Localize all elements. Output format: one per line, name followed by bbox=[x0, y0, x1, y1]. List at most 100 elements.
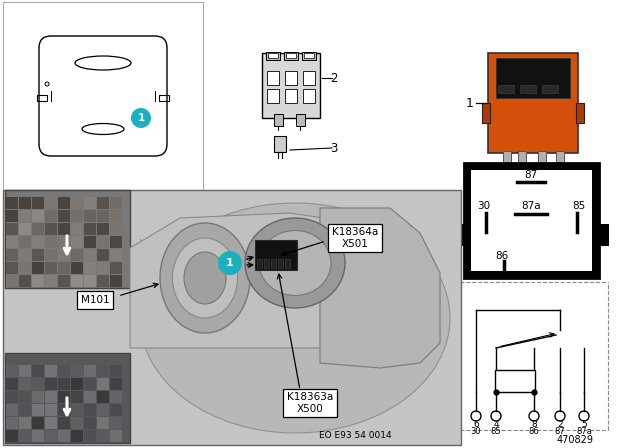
Text: 1: 1 bbox=[226, 258, 234, 268]
Bar bbox=[71, 404, 83, 416]
Bar bbox=[71, 275, 83, 287]
Bar bbox=[6, 197, 18, 209]
Bar bbox=[19, 404, 31, 416]
Bar bbox=[296, 114, 305, 126]
Bar bbox=[19, 236, 31, 248]
Bar bbox=[19, 365, 31, 377]
Bar bbox=[267, 71, 279, 85]
Text: 30: 30 bbox=[470, 426, 481, 435]
Bar bbox=[45, 391, 57, 403]
Bar bbox=[97, 249, 109, 261]
Bar bbox=[32, 404, 44, 416]
Bar bbox=[19, 262, 31, 274]
Bar bbox=[97, 236, 109, 248]
Bar bbox=[32, 275, 44, 287]
Bar bbox=[58, 210, 70, 222]
Bar bbox=[84, 378, 96, 390]
Bar bbox=[58, 223, 70, 235]
Bar bbox=[71, 249, 83, 261]
Bar bbox=[32, 249, 44, 261]
Bar bbox=[84, 210, 96, 222]
Ellipse shape bbox=[160, 223, 250, 333]
Bar bbox=[6, 365, 18, 377]
Bar bbox=[271, 259, 276, 268]
Bar bbox=[71, 197, 83, 209]
Bar bbox=[257, 259, 262, 268]
Bar bbox=[267, 89, 279, 103]
Text: 5: 5 bbox=[581, 419, 587, 428]
Bar bbox=[464, 163, 599, 278]
Bar bbox=[45, 275, 57, 287]
Bar bbox=[58, 365, 70, 377]
Text: 6: 6 bbox=[473, 419, 479, 428]
Bar bbox=[71, 430, 83, 442]
Bar bbox=[304, 53, 314, 58]
Bar bbox=[110, 197, 122, 209]
Text: 87: 87 bbox=[555, 426, 565, 435]
Bar bbox=[45, 249, 57, 261]
Bar bbox=[6, 223, 18, 235]
Bar bbox=[97, 391, 109, 403]
Ellipse shape bbox=[173, 238, 237, 318]
Bar bbox=[274, 136, 286, 152]
Bar bbox=[84, 417, 96, 429]
Bar bbox=[597, 224, 609, 246]
Text: 8: 8 bbox=[531, 419, 537, 428]
Bar bbox=[71, 236, 83, 248]
Bar bbox=[97, 275, 109, 287]
Bar bbox=[556, 151, 564, 171]
Bar bbox=[45, 197, 57, 209]
Bar bbox=[159, 95, 169, 101]
Bar bbox=[471, 170, 592, 271]
Text: 1: 1 bbox=[466, 96, 474, 109]
Bar bbox=[110, 378, 122, 390]
Bar bbox=[6, 236, 18, 248]
Bar bbox=[32, 430, 44, 442]
Bar bbox=[255, 240, 297, 270]
Bar bbox=[3, 190, 461, 445]
Bar bbox=[71, 365, 83, 377]
Bar bbox=[97, 262, 109, 274]
Text: K18363a
X500: K18363a X500 bbox=[287, 392, 333, 414]
Bar bbox=[97, 430, 109, 442]
Bar bbox=[498, 85, 514, 93]
Bar bbox=[110, 430, 122, 442]
Bar bbox=[285, 89, 297, 103]
Bar bbox=[303, 71, 315, 85]
Text: 87a: 87a bbox=[576, 426, 592, 435]
Bar bbox=[286, 53, 296, 58]
Bar bbox=[84, 275, 96, 287]
Text: 87: 87 bbox=[524, 170, 538, 180]
Bar bbox=[97, 223, 109, 235]
Bar bbox=[303, 89, 315, 103]
Bar bbox=[266, 52, 280, 60]
Text: 87a: 87a bbox=[521, 201, 541, 211]
Bar bbox=[5, 353, 130, 443]
Text: K18364a
X501: K18364a X501 bbox=[332, 227, 378, 249]
Bar bbox=[45, 404, 57, 416]
Bar bbox=[538, 151, 546, 171]
Bar bbox=[45, 223, 57, 235]
Bar bbox=[6, 262, 18, 274]
Bar bbox=[274, 114, 283, 126]
Bar bbox=[520, 85, 536, 93]
Bar bbox=[284, 52, 298, 60]
Text: M101: M101 bbox=[81, 295, 109, 305]
Bar bbox=[58, 262, 70, 274]
Text: 2: 2 bbox=[557, 419, 563, 428]
Polygon shape bbox=[130, 213, 430, 348]
Bar bbox=[97, 404, 109, 416]
Bar bbox=[110, 404, 122, 416]
Bar bbox=[285, 259, 290, 268]
Bar bbox=[110, 275, 122, 287]
Ellipse shape bbox=[245, 218, 345, 308]
Bar bbox=[110, 210, 122, 222]
Bar bbox=[110, 365, 122, 377]
Bar bbox=[58, 417, 70, 429]
Bar bbox=[110, 391, 122, 403]
Bar bbox=[84, 236, 96, 248]
Text: 86: 86 bbox=[495, 251, 509, 261]
Bar bbox=[58, 430, 70, 442]
Circle shape bbox=[218, 251, 242, 275]
Bar bbox=[19, 210, 31, 222]
